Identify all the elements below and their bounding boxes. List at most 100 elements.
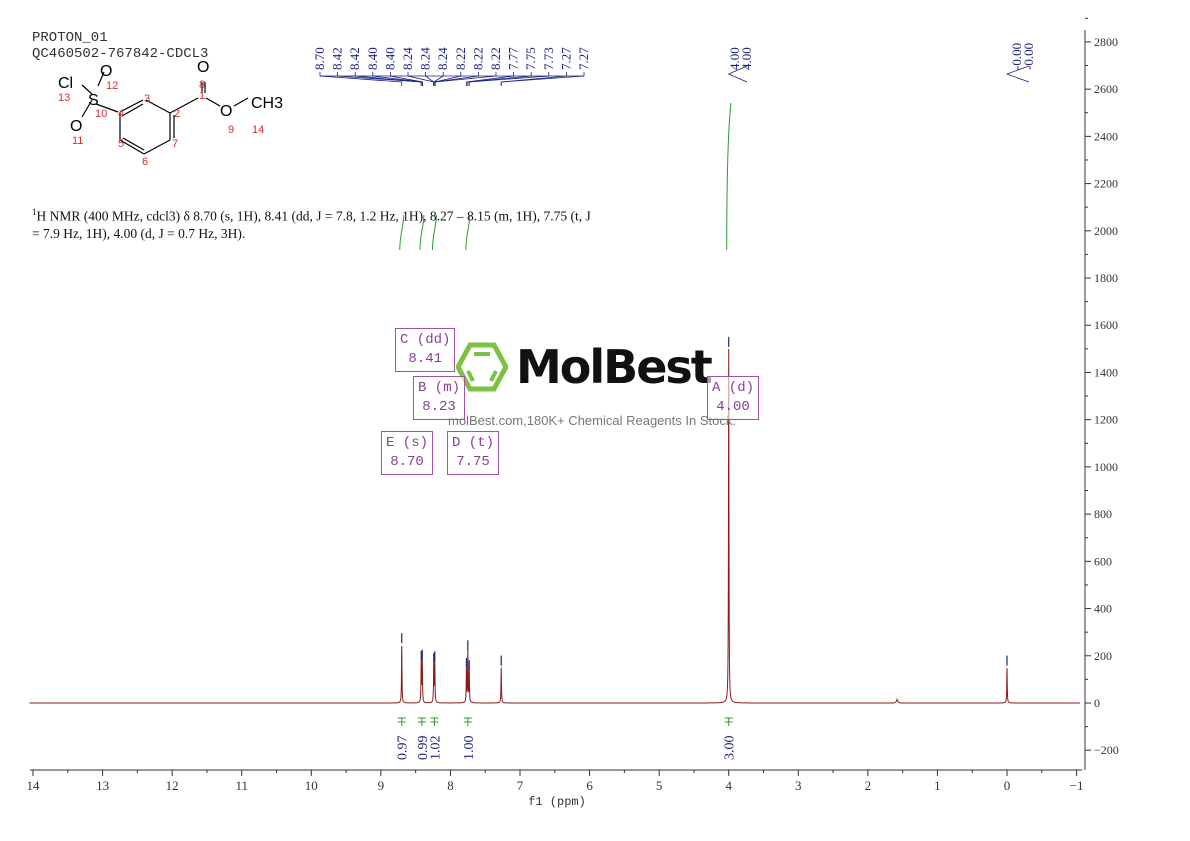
peak-label: 7.27 [558,47,573,70]
multiplet-box-a: A (d) 4.00 [707,376,760,420]
peak-label-connector [500,72,585,86]
multiplet-label: C (dd) [400,332,451,348]
x-tick-label: 12 [166,778,179,793]
peak-label-connector [466,72,514,86]
atom-cl: Cl [58,75,73,92]
peak-label: 7.27 [576,47,591,70]
y-tick-label: 2000 [1094,224,1118,238]
x-tick-label: 2 [865,778,872,793]
peak-label: 8.24 [435,47,450,70]
atom-number: 4 [118,108,124,120]
x-tick-label: 6 [586,778,593,793]
integral-value: 0.97 [396,736,411,761]
peak-label: -0.00 [1009,43,1024,70]
integral-bracket [430,717,439,726]
y-tick-label: −200 [1094,743,1119,757]
x-tick-label: 1 [934,778,941,793]
peak-label: 8.70 [312,47,327,70]
atom-number: 13 [58,92,70,104]
y-tick-label: 800 [1094,507,1112,521]
peak-label-connector [390,72,424,86]
peak-label-connector [468,72,550,86]
integral-value: 1.02 [428,736,443,761]
peak-label: 7.73 [541,47,556,70]
atom-number: 6 [142,156,148,168]
nmr-report: 1H NMR (400 MHz, cdcl3) δ 8.70 (s, 1H), … [32,204,592,242]
multiplet-label: B (m) [418,380,461,396]
multiplet-shift: 7.75 [456,454,490,470]
peak-label: 7.75 [523,47,538,70]
peak-label: 4.00 [739,47,754,70]
atom-o11: O [70,118,82,135]
atom-number: 7 [172,138,178,150]
x-tick-label: 10 [305,778,318,793]
multiplet-label: A (d) [712,380,755,396]
integral-bracket [417,717,426,726]
atom-number: 1 [199,90,205,102]
multiplet-label: D (t) [452,435,495,451]
atom-number: 2 [174,108,180,120]
y-tick-label: 400 [1094,602,1112,616]
integral-curve [419,214,425,251]
x-tick-label: 14 [27,778,41,793]
x-tick-label: 13 [96,778,109,793]
peak-label: 4.00 [727,47,742,70]
molbest-watermark: MolBest [456,340,713,394]
peak-label-connector [354,72,422,86]
integral-bracket [724,717,733,726]
multiplet-shift: 8.70 [390,454,424,470]
multiplet-box-e: E (s) 8.70 [381,431,434,475]
peak-label: 8.24 [418,47,433,70]
y-tick-label: 600 [1094,554,1112,568]
y-tick-label: 2600 [1094,82,1118,96]
atom-number: 12 [106,80,118,92]
peak-label: 8.22 [470,47,485,70]
multiplet-box-d: D (t) 7.75 [447,431,500,475]
y-tick-label: 1000 [1094,460,1118,474]
atom-ch3: CH3 [251,95,283,112]
watermark-brand: MolBest [516,340,713,394]
atom-number: 9 [228,124,234,136]
x-tick-label: 11 [235,778,248,793]
integral-value: 0.99 [416,736,431,761]
atom-o8: O [197,60,209,76]
integral-curve [431,214,437,251]
atom-s: S [88,92,99,109]
atom-o12: O [100,63,112,80]
x-tick-label: 0 [1004,778,1011,793]
multiplet-box-b: B (m) 8.23 [413,376,466,420]
peak-label-connector [434,72,479,86]
x-tick-label: 5 [656,778,663,793]
logo-hexagon-icon [456,342,508,392]
sample-id: QC460502-767842-CDCL3 [32,46,209,62]
peak-label-connector [425,72,435,86]
peak-label: 8.40 [382,47,397,70]
integral-bracket [397,717,406,726]
experiment-name: PROTON_01 [32,30,108,46]
x-tick-label: 3 [795,778,802,793]
y-tick-label: 2400 [1094,129,1118,143]
watermark-tagline: molBest.com,180K+ Chemical Reagents In S… [448,413,736,428]
multiplet-shift: 4.00 [716,399,750,415]
multiplet-shift: 8.23 [422,399,456,415]
peak-label: 8.40 [365,47,380,70]
y-tick-label: 0 [1094,696,1100,710]
integral-value: 1.00 [462,736,477,761]
integral-bracket [463,717,472,726]
atom-number: 3 [144,93,150,105]
peak-label-connector [467,72,532,86]
molecule-structure: Cl S O O O O CH3 1 2 3 4 5 6 7 8 9 10 11… [58,60,283,168]
peak-label: 8.42 [330,47,345,70]
peak-label: 8.24 [400,47,415,70]
x-tick-label: 9 [378,778,385,793]
integral-curve [465,214,471,251]
x-tick-label: 7 [517,778,524,793]
y-tick-label: 2200 [1094,177,1118,191]
y-tick-label: 1200 [1094,413,1118,427]
peak-label-connector [1005,65,1030,83]
atom-number: 8 [199,79,205,91]
peak-label-connector [433,72,444,86]
peak-label: -0.00 [1021,43,1036,70]
x-tick-label: −1 [1070,778,1084,793]
